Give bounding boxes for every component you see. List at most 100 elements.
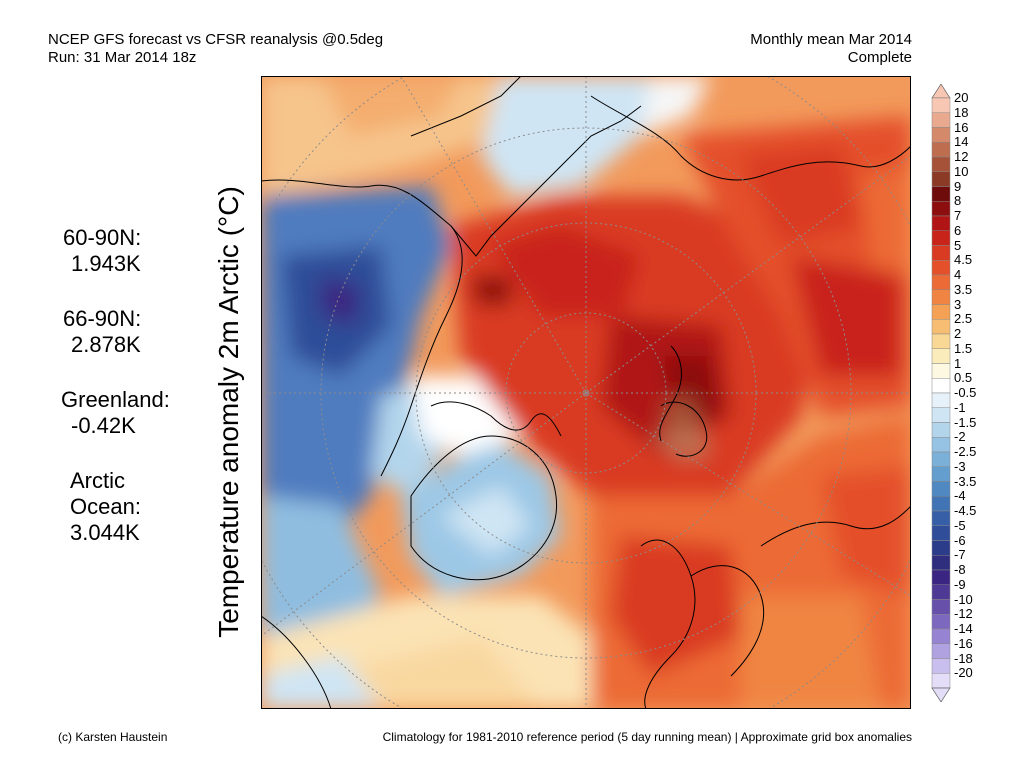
colorbar-tick-label: -14 xyxy=(954,621,973,636)
colorbar-swatch xyxy=(931,274,951,290)
stat-value: 3.044K xyxy=(70,520,140,545)
colorbar-swatch xyxy=(931,378,951,394)
colorbar-swatch xyxy=(931,363,951,379)
stat-greenland: Greenland: -0.42K xyxy=(61,387,170,439)
colorbar-swatch xyxy=(931,201,951,217)
colorbar-swatch xyxy=(931,628,951,644)
colorbar-swatch xyxy=(931,304,951,320)
colorbar-swatch xyxy=(931,569,951,585)
colorbar-swatch xyxy=(931,260,951,276)
colorbar-swatch xyxy=(931,407,951,423)
colorbar-swatch xyxy=(931,451,951,467)
colorbar-tick-label: 5 xyxy=(954,237,962,253)
colorbar-swatch xyxy=(931,658,951,674)
colorbar-tick-label: 6 xyxy=(954,222,962,238)
stat-label: 66-90N: xyxy=(63,306,142,331)
colorbar-swatch xyxy=(931,97,951,113)
colorbar-tick-label: -8 xyxy=(954,562,966,577)
anomaly-field xyxy=(261,76,911,709)
colorbar-tick-label: 14 xyxy=(954,134,969,150)
colorbar-swatch xyxy=(931,392,951,408)
colorbar-tick-label: 3 xyxy=(954,296,962,312)
colorbar-swatch xyxy=(931,245,951,261)
colorbar-swatch xyxy=(931,481,951,497)
colorbar-min-arrow xyxy=(931,687,951,702)
colorbar-tick-label: 2 xyxy=(954,326,962,341)
colorbar-tick-label: 8 xyxy=(954,193,962,209)
colorbar-tick-label: -3 xyxy=(954,458,966,474)
colorbar-tick-label: 20 xyxy=(954,90,969,105)
colorbar-swatch xyxy=(931,673,951,689)
colorbar-swatch xyxy=(931,289,951,305)
colorbar-tick-label: 3.5 xyxy=(954,281,973,297)
colorbar-swatch xyxy=(931,230,951,246)
colorbar-tick-label: -10 xyxy=(954,591,973,607)
colorbar-swatch xyxy=(931,333,951,349)
colorbar-tick-label: 9 xyxy=(954,178,962,194)
stat-60-90n: 60-90N: 1.943K xyxy=(63,225,141,277)
colorbar-tick-label: -3.5 xyxy=(954,473,977,489)
stat-label: 60-90N: xyxy=(63,225,142,250)
colorbar-tick-label: 12 xyxy=(954,149,969,164)
colorbar-tick-label: -9 xyxy=(954,576,966,592)
colorbar-tick-label: -1.5 xyxy=(954,414,977,430)
colorbar-swatch xyxy=(931,540,951,556)
colorbar-tick-label: 16 xyxy=(954,119,969,135)
coastlines xyxy=(261,76,911,709)
colorbar-swatch xyxy=(931,142,951,158)
colorbar-max-arrow xyxy=(931,84,951,99)
period-line-1: Monthly mean Mar 2014 xyxy=(750,31,912,48)
colorbar-swatch xyxy=(931,510,951,526)
colorbar-tick-label: -1 xyxy=(954,399,966,415)
colorbar-tick-label: 7 xyxy=(954,208,962,223)
colorbar-tick-label: 18 xyxy=(954,104,969,120)
stat-label-line-1: Arctic xyxy=(70,468,125,493)
map-canvas xyxy=(261,76,911,709)
colorbar-swatch xyxy=(931,215,951,231)
title-line-2: Run: 31 Mar 2014 18z xyxy=(48,49,197,66)
colorbar-swatch xyxy=(931,614,951,630)
colorbar-tick-label: -0.5 xyxy=(954,385,977,400)
colorbar-tick-label: -5 xyxy=(954,517,966,533)
stat-value: -0.42K xyxy=(71,413,136,438)
colorbar-tick-label: -6 xyxy=(954,532,966,548)
period-info: Monthly mean Mar 2014 Complete xyxy=(750,31,912,67)
title-line-1: NCEP GFS forecast vs CFSR reanalysis @0.… xyxy=(48,31,384,48)
colorbar-swatch xyxy=(931,584,951,600)
colorbar-swatch xyxy=(931,437,951,453)
colorbar-swatch xyxy=(931,171,951,187)
colorbar-swatch xyxy=(931,525,951,541)
reference-note: Climatology for 1981-2010 reference peri… xyxy=(382,730,912,744)
graticule xyxy=(261,76,911,709)
colorbar-tick-label: 2.5 xyxy=(954,311,973,327)
y-axis-label: Temperature anomaly 2m Arctic (°C) xyxy=(213,186,244,638)
colorbar-tick-label: 1.5 xyxy=(954,340,973,356)
colorbar-tick-label: -12 xyxy=(954,606,973,622)
colorbar-swatch xyxy=(931,555,951,571)
stat-value: 2.878K xyxy=(71,332,141,357)
stat-66-90n: 66-90N: 2.878K xyxy=(63,306,141,358)
colorbar-swatch xyxy=(931,643,951,659)
north-pole-marker xyxy=(582,389,590,397)
colorbar-tick-label: -2 xyxy=(954,429,966,445)
colorbar-tick-label: -7 xyxy=(954,547,966,563)
colorbar xyxy=(931,84,951,702)
anomaly-map xyxy=(261,76,911,709)
colorbar-tick-label: 1 xyxy=(954,355,962,371)
stat-label-line-2: Ocean: xyxy=(70,494,141,519)
colorbar-tick-label: -4 xyxy=(954,488,966,504)
colorbar-tick-label: 0.5 xyxy=(954,370,973,386)
colorbar-swatch xyxy=(931,599,951,615)
stat-label: Greenland: xyxy=(61,387,170,412)
colorbar-tick-label: 10 xyxy=(954,163,969,179)
colorbar-swatch xyxy=(931,496,951,512)
colorbar-swatch xyxy=(931,112,951,128)
colorbar-tick-label: -18 xyxy=(954,650,973,666)
colorbar-swatch xyxy=(931,422,951,438)
colorbar-tick-label: -4.5 xyxy=(954,503,977,518)
colorbar-swatch xyxy=(931,466,951,482)
colorbar-swatch xyxy=(931,348,951,364)
colorbar-tick-label: 4.5 xyxy=(954,252,973,268)
colorbar-swatch xyxy=(931,156,951,172)
copyright: (c) Karsten Haustein xyxy=(58,730,168,744)
